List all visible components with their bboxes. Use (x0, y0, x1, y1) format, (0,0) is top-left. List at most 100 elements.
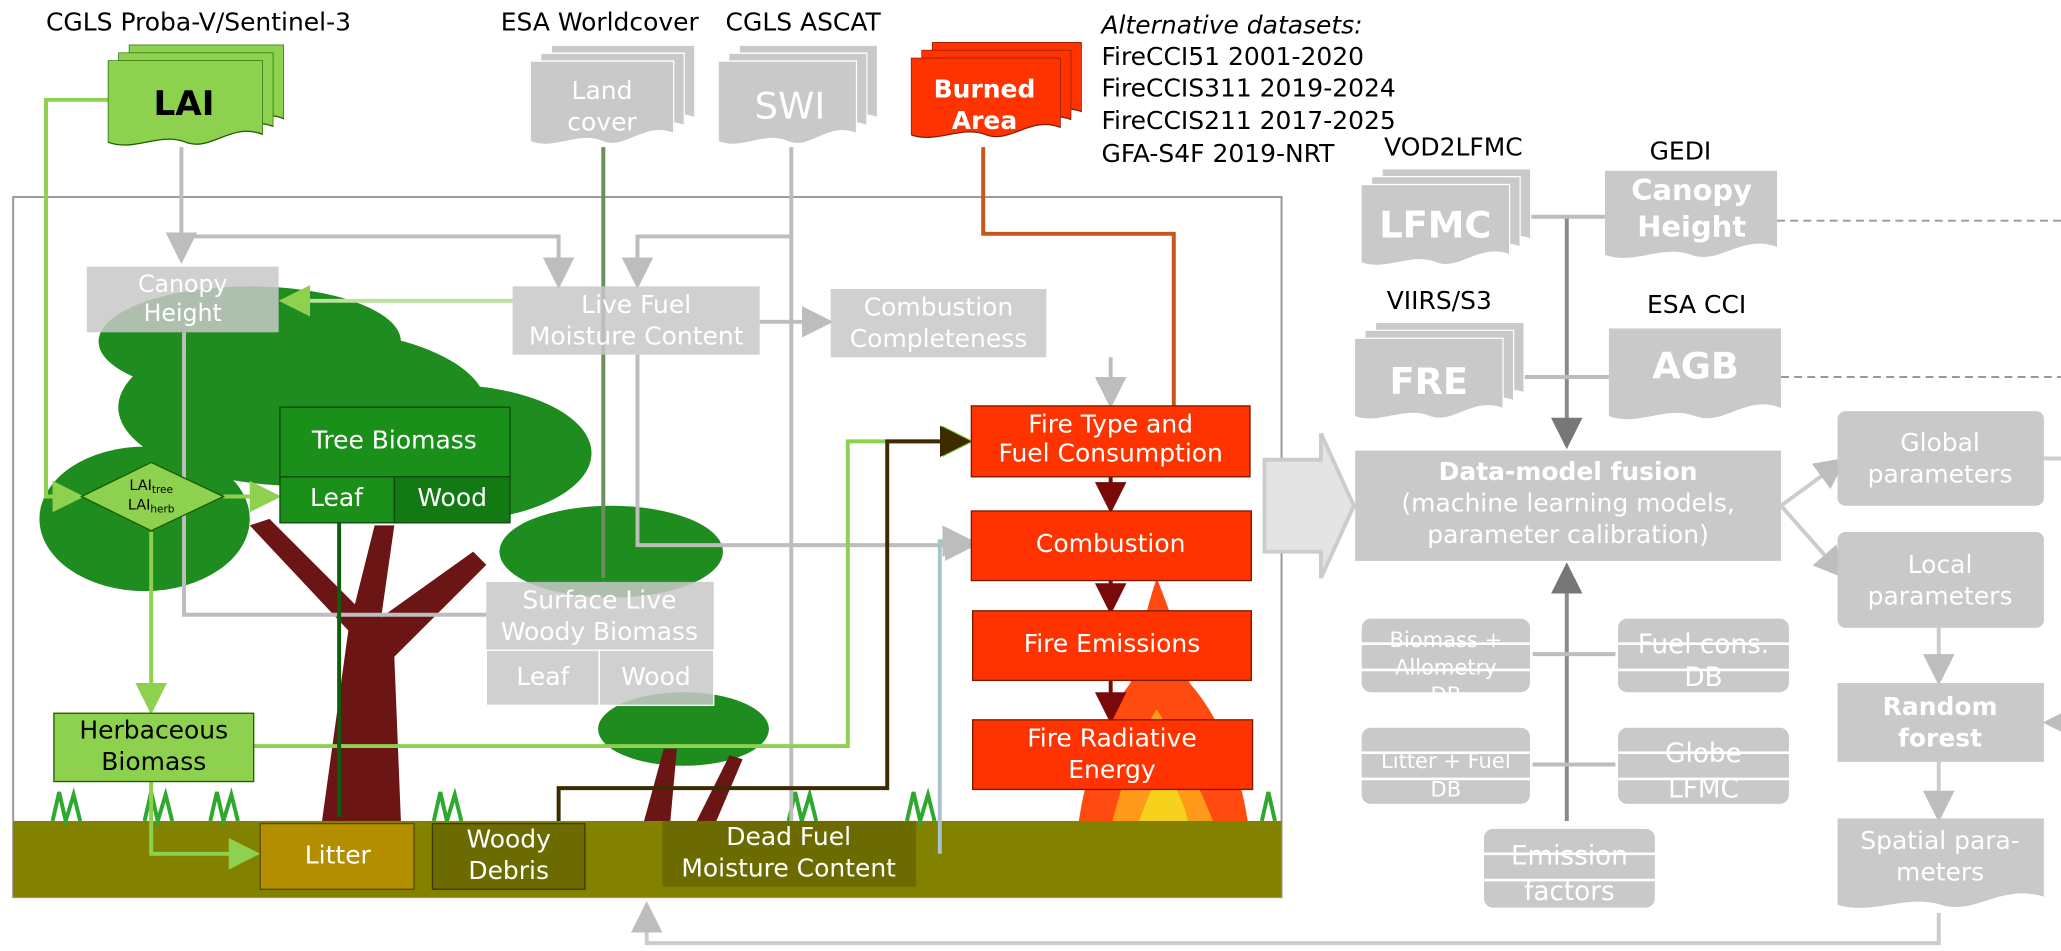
tree-biomass: Tree Biomass Leaf Wood (279, 406, 511, 524)
woody-debris: Woody Debris (431, 822, 586, 890)
svg-text:Fuel cons.DB: Fuel cons. DB (1638, 629, 1769, 692)
label: Area (952, 106, 1017, 135)
label: forest (1898, 724, 1982, 753)
label: LFMC (1379, 204, 1491, 247)
label: Moisture Content (529, 322, 744, 351)
label: Random (1883, 692, 1998, 721)
label: Dead Fuel (726, 822, 851, 851)
label: meters (1896, 858, 1984, 887)
label: Biomass (101, 747, 206, 776)
source-land-cover: ESA Worldcover Land cover (501, 8, 700, 147)
alt-item: FireCCIS211 2017-2025 (1101, 106, 1395, 135)
alt-item: GFA-S4F 2019-NRT (1101, 139, 1335, 168)
db: Emission factors (1481, 826, 1658, 911)
label: LFMC (1668, 774, 1739, 804)
label: Woody Biomass (501, 617, 698, 646)
fusion: Data-model fusion (machine learning mode… (1355, 450, 1782, 561)
db: Biomass + Allometry DB (1359, 616, 1533, 707)
right-sources: VOD2LFMC LFMC GEDI Canopy Height VIIRS/S3… (1353, 132, 1782, 421)
label: SWI (755, 84, 826, 127)
output-spatial: Spatial para-meters (1837, 818, 2044, 908)
source-title: CGLS ASCAT (726, 8, 882, 37)
output-global: Global parameters (1837, 411, 2044, 506)
tree-scenery (13, 286, 1282, 898)
label: FRE (1389, 360, 1468, 403)
alt-item: FireCCIS311 2019-2024 (1101, 73, 1395, 102)
source-title: VOD2LFMC (1384, 132, 1523, 161)
label: Debris (468, 856, 549, 885)
db: Litter + Fuel DB (1359, 725, 1533, 807)
label: Canopy (138, 270, 227, 298)
label: Energy (1068, 755, 1156, 784)
label: Completeness (850, 324, 1027, 353)
label: parameter calibration) (1427, 520, 1709, 549)
label: DB (1431, 682, 1462, 707)
label: Height (144, 298, 222, 326)
label: Biomass + (1390, 627, 1503, 652)
source-label: LAI (154, 84, 215, 124)
label: parameters (1868, 460, 2013, 489)
source-title: CGLS Proba-V/Sentinel-3 (46, 8, 351, 37)
label: Globe (1665, 738, 1742, 768)
label: AGB (1652, 344, 1739, 387)
alt-title: Alternative datasets: (1099, 10, 1362, 39)
source-label: Burned Area (934, 75, 1036, 136)
label: tree (152, 484, 173, 496)
live-fuel-moisture: Live Fuel Moisture Content (512, 286, 760, 355)
db: Globe LFMC (1615, 725, 1792, 807)
label: Wood (621, 662, 691, 691)
label: Litter + Fuel (1381, 748, 1511, 773)
label: factors (1524, 876, 1615, 906)
combustion-completeness: Combustion Completeness (830, 288, 1047, 358)
source-label: SWI (755, 84, 826, 127)
source-lai: CGLS Proba-V/Sentinel-3 LAI (46, 8, 351, 146)
canopy-height: Canopy Height (86, 266, 279, 333)
source-swi: CGLS ASCAT SWI (717, 8, 882, 147)
label: Leaf (516, 662, 570, 691)
label: Local (1908, 550, 1973, 579)
label: Fire Emissions (1024, 629, 1201, 658)
lai-split: LAItree LAIherb (80, 461, 225, 532)
svg-text:LAItree: LAItree (129, 478, 173, 496)
source-burned-area: Burned Area (910, 42, 1082, 139)
label: Surface Live (522, 586, 676, 615)
label: (machine learning models, (1401, 488, 1734, 517)
surface-live-woody: Surface Live Woody Biomass Leaf Wood (485, 581, 715, 707)
label: parameters (1868, 582, 2013, 611)
model-nodes: Canopy Height Live Fuel Moisture Content C… (53, 266, 1254, 890)
label: Herbaceous (79, 716, 228, 745)
herbaceous-biomass: Herbaceous Biomass (53, 712, 255, 783)
label: Global (1900, 428, 1980, 457)
label: cover (567, 107, 637, 136)
fire-radiative-energy: Fire Radiative Energy (972, 719, 1254, 791)
label: Leaf (310, 483, 364, 512)
svg-text:LAIherb: LAIherb (128, 498, 175, 516)
label: Canopy (1631, 173, 1752, 207)
output-random-forest: Random forest (1837, 683, 2044, 762)
label: Live Fuel (581, 290, 691, 319)
litter: Litter (259, 822, 415, 890)
db: Fuel cons. DB (1615, 616, 1792, 695)
label: Burned (934, 75, 1036, 104)
outputs: Global parameters Local parameters Random f… (1837, 411, 2044, 908)
label: DB (1684, 662, 1722, 692)
connectors (44, 97, 2061, 946)
combustion: Combustion (970, 510, 1252, 582)
label: Fire Type and (1028, 410, 1193, 439)
alternative-datasets: Alternative datasets: FireCCI51 2001-202… (1099, 10, 1395, 168)
output-local: Local parameters (1837, 531, 2044, 628)
label: Emission (1511, 841, 1628, 871)
label: DB (1431, 777, 1462, 802)
